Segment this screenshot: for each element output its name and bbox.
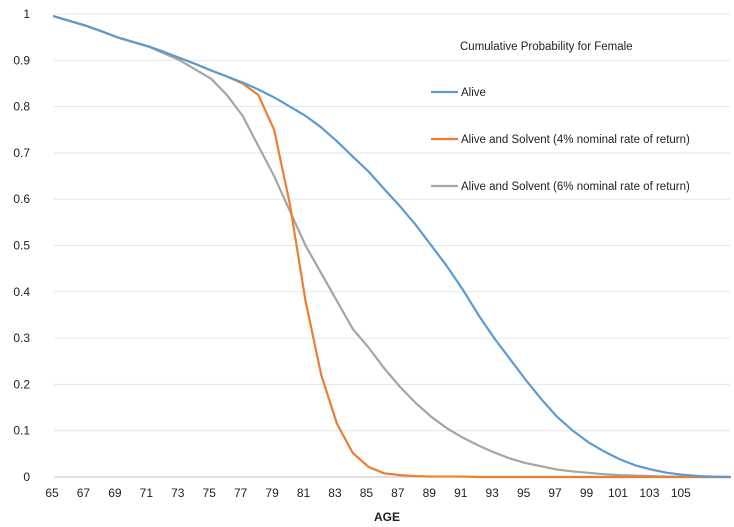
x-tick-label: 95 [517,486,531,500]
x-tick-label: 73 [171,486,185,500]
x-tick-label: 83 [328,486,342,500]
series-lines [52,15,732,479]
legend-title: Cumulative Probability for Female [460,41,633,53]
y-tick-label: 0.5 [13,239,30,253]
series-line-2 [52,15,732,479]
x-tick-label: 89 [423,486,437,500]
y-tick-label: 0.3 [13,331,30,345]
y-tick-label: 0.7 [13,146,30,160]
legend-item: Alive and Solvent (6% nominal rate of re… [431,181,690,193]
legend-items: Alive Alive and Solvent (4% nominal rate … [431,87,690,193]
y-tick-label: 0 [23,470,30,484]
x-tick-label: 99 [580,486,594,500]
x-tick-label: 75 [203,486,217,500]
x-tick-label: 67 [77,486,91,500]
legend-label: Alive and Solvent (6% nominal rate of re… [461,181,690,193]
x-tick-label: 77 [234,486,248,500]
grid-lines [54,13,730,432]
series-line-1 [52,15,732,479]
y-tick-labels: 0 0.1 0.2 0.3 0.4 0.5 0.6 0.7 0.8 0.9 1 [13,7,30,484]
x-tick-label: 105 [671,486,691,500]
x-tick-label: 91 [454,486,468,500]
x-tick-label: 87 [391,486,405,500]
series-line-3 [52,15,732,479]
x-tick-label: 101 [608,486,628,500]
x-tick-label: 103 [639,486,659,500]
legend-label: Alive and Solvent (4% nominal rate of re… [461,134,690,146]
y-tick-label: 0.2 [13,377,30,391]
y-tick-label: 0.1 [13,424,30,438]
y-tick-label: 0.4 [13,285,30,299]
x-tick-label: 65 [45,486,59,500]
legend-item: Alive [431,87,486,99]
x-tick-label: 97 [548,486,562,500]
y-tick-label: 0.8 [13,100,30,114]
x-tick-label: 71 [140,486,154,500]
y-tick-label: 0.9 [13,53,30,67]
legend-label: Alive [461,87,486,99]
x-axis-label: AGE [374,510,400,524]
x-tick-label: 93 [486,486,500,500]
x-tick-label: 69 [108,486,122,500]
x-tick-label: 81 [297,486,311,500]
x-tick-labels: 65 67 69 71 73 75 77 79 81 83 85 87 89 91 93 95 97 99 101 1… [45,486,691,500]
x-tick-label: 85 [360,486,374,500]
y-tick-label: 1 [23,7,30,21]
x-tick-label: 79 [265,486,279,500]
y-tick-label: 0.6 [13,192,30,206]
legend-item: Alive and Solvent (4% nominal rate of re… [431,134,690,146]
legend: Cumulative Probability for Female AliveA… [431,41,690,193]
